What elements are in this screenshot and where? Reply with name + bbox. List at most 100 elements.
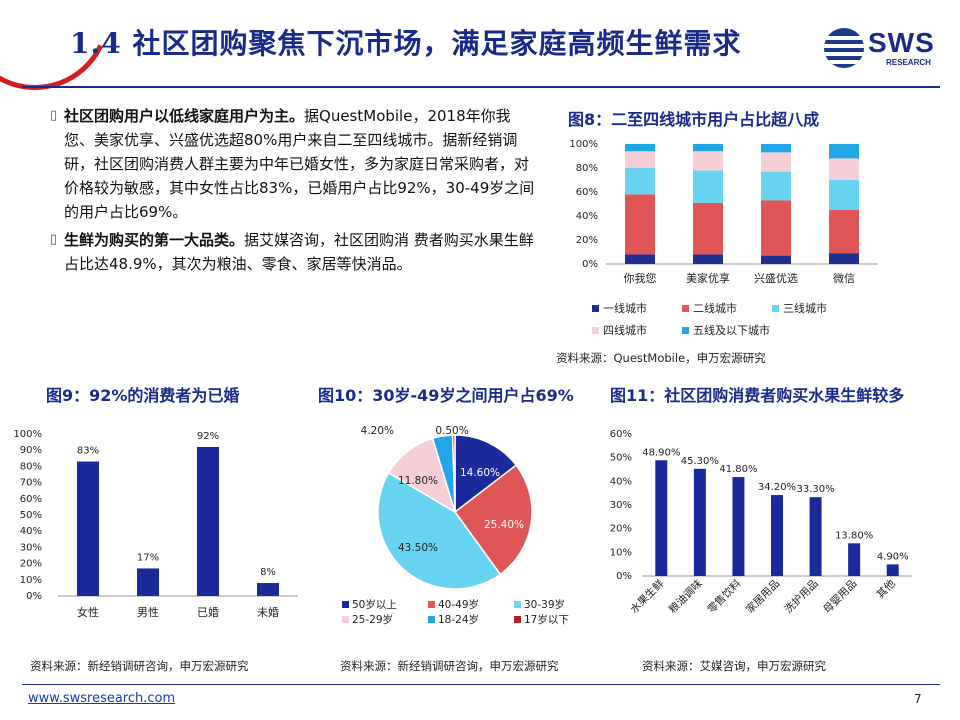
- stacked-bar-segment: [693, 170, 723, 203]
- legend-label: 三线城市: [783, 301, 827, 315]
- pie-slice: [453, 464, 533, 576]
- fig9-title: 图9：92%的消费者为已婚: [46, 386, 240, 405]
- data-label: 45.30%: [681, 456, 719, 467]
- x-tick-label: 粮油调味: [666, 577, 705, 616]
- y-tick-label: 60%: [610, 429, 632, 440]
- x-tick-label: 你我您: [624, 272, 657, 285]
- fig8-source: 资料来源：QuestMobile，申万宏源研究: [556, 351, 766, 365]
- data-label: 43.50%: [398, 542, 438, 554]
- footer-website-link[interactable]: www.swsresearch.com: [28, 691, 176, 706]
- paragraph-1-lead: 社区团购用户以低线家庭用户为主。: [64, 107, 305, 125]
- legend-swatch: [428, 601, 435, 608]
- stacked-bar-segment: [693, 254, 723, 264]
- data-label: 8%: [260, 567, 276, 578]
- stacked-bar-segment: [693, 144, 723, 152]
- stacked-bar-segment: [625, 254, 655, 264]
- stacked-bar-segment: [625, 194, 655, 255]
- x-tick-label: 美家优享: [686, 271, 730, 285]
- x-tick-label: 母婴用品: [821, 578, 859, 616]
- data-label: 13.80%: [835, 530, 873, 541]
- legend-swatch: [428, 616, 435, 623]
- stacked-bar-segment: [761, 144, 791, 153]
- data-label: 48.90%: [642, 447, 680, 458]
- data-label: 4.90%: [877, 551, 909, 562]
- bar: [257, 583, 279, 596]
- bar: [693, 468, 706, 576]
- data-label: 41.80%: [719, 464, 757, 475]
- x-tick-label: 水果生鲜: [628, 577, 667, 616]
- fig11-source: 资料来源：艾媒咨询，申万宏源研究: [642, 659, 826, 673]
- paragraph-1: ▯ 社区团购用户以低线家庭用户为主。据QuestMobile，2018年你我您、…: [50, 104, 540, 224]
- stacked-bar-segment: [693, 151, 723, 171]
- fig10-source: 资料来源：新经销调研咨询，申万宏源研究: [340, 659, 559, 673]
- stacked-bar-segment: [829, 210, 859, 254]
- bar: [137, 568, 159, 596]
- legend-label: 一线城市: [603, 301, 647, 315]
- paragraph-2-lead: 生鲜为购买的第一大品类。: [64, 231, 245, 249]
- y-tick-label: 100%: [569, 139, 598, 150]
- y-tick-label: 0%: [616, 571, 632, 582]
- paragraph-2-body: 据艾媒咨询，社区团购消 费者购买水果生鲜占比达48.9%，其次为粮油、零食、家居…: [64, 231, 534, 273]
- fig8-title: 图8：二至四线城市用户占比超八成: [568, 110, 820, 129]
- y-tick-label: 80%: [576, 163, 598, 174]
- y-tick-label: 40%: [20, 526, 42, 537]
- y-tick-label: 70%: [20, 478, 42, 489]
- x-tick-label: 洗护用品: [782, 577, 821, 616]
- sws-logo: SWS RESEARCH: [824, 28, 944, 70]
- bar: [655, 460, 668, 576]
- legend-swatch: [682, 305, 689, 312]
- legend-swatch: [592, 305, 599, 312]
- logo-subtext: RESEARCH: [886, 58, 931, 67]
- bullet-icon: ▯: [50, 108, 58, 123]
- stacked-bar-segment: [829, 158, 859, 180]
- y-tick-label: 90%: [20, 445, 42, 456]
- page-number: 7: [914, 692, 922, 706]
- x-tick-label: 已婚: [197, 605, 219, 619]
- stacked-bar-segment: [761, 152, 791, 172]
- pie-slice: [377, 471, 502, 590]
- logo-text: SWS: [868, 27, 935, 58]
- y-tick-label: 20%: [610, 524, 632, 535]
- bar: [848, 543, 861, 576]
- text-block: ▯ 社区团购用户以低线家庭用户为主。据QuestMobile，2018年你我您、…: [50, 104, 540, 280]
- legend-swatch: [514, 616, 521, 623]
- bar: [809, 497, 822, 576]
- y-tick-label: 0%: [26, 591, 42, 602]
- legend-swatch: [682, 327, 689, 334]
- bar: [886, 564, 899, 576]
- x-tick-label: 家居用品: [743, 577, 782, 616]
- y-tick-label: 40%: [576, 211, 598, 222]
- legend-swatch: [592, 327, 599, 334]
- stacked-bar-segment: [625, 144, 655, 152]
- fig9-source: 资料来源：新经销调研咨询，申万宏源研究: [30, 659, 249, 673]
- y-tick-label: 100%: [13, 429, 42, 440]
- y-tick-label: 20%: [576, 235, 598, 246]
- legend-label: 五线及以下城市: [693, 323, 770, 337]
- y-tick-label: 40%: [610, 476, 632, 487]
- stacked-bar-segment: [761, 200, 791, 256]
- data-label: 17%: [137, 552, 159, 563]
- y-tick-label: 10%: [610, 547, 632, 558]
- data-label: 25.40%: [484, 519, 524, 531]
- legend-label: 18-24岁: [438, 613, 479, 626]
- legend-swatch: [772, 305, 779, 312]
- x-tick-label: 未婚: [257, 605, 279, 619]
- fig10-title: 图10：30岁-49岁之间用户占69%: [318, 386, 574, 405]
- data-label: 92%: [197, 431, 219, 442]
- logo-mark-icon: [824, 28, 864, 68]
- stacked-bar-segment: [625, 151, 655, 168]
- x-tick-label: 零售饮料: [705, 577, 744, 616]
- data-label: 4.20%: [361, 425, 394, 437]
- bar: [771, 495, 783, 576]
- y-tick-label: 50%: [610, 453, 632, 464]
- fig9-bar-chart: 0% 10% 20% 30% 40% 50% 60% 70% 80% 90% 100% 83% 女性 17…: [13, 429, 298, 619]
- bar: [732, 477, 745, 576]
- legend-label: 二线城市: [693, 301, 737, 315]
- stacked-bar-segment: [829, 144, 859, 159]
- data-label: 34.20%: [758, 482, 796, 493]
- data-label: 11.80%: [398, 475, 438, 487]
- pie-slice: [454, 434, 518, 514]
- y-tick-label: 60%: [576, 187, 598, 198]
- stacked-bar-segment: [761, 255, 791, 264]
- y-tick-label: 10%: [20, 575, 42, 586]
